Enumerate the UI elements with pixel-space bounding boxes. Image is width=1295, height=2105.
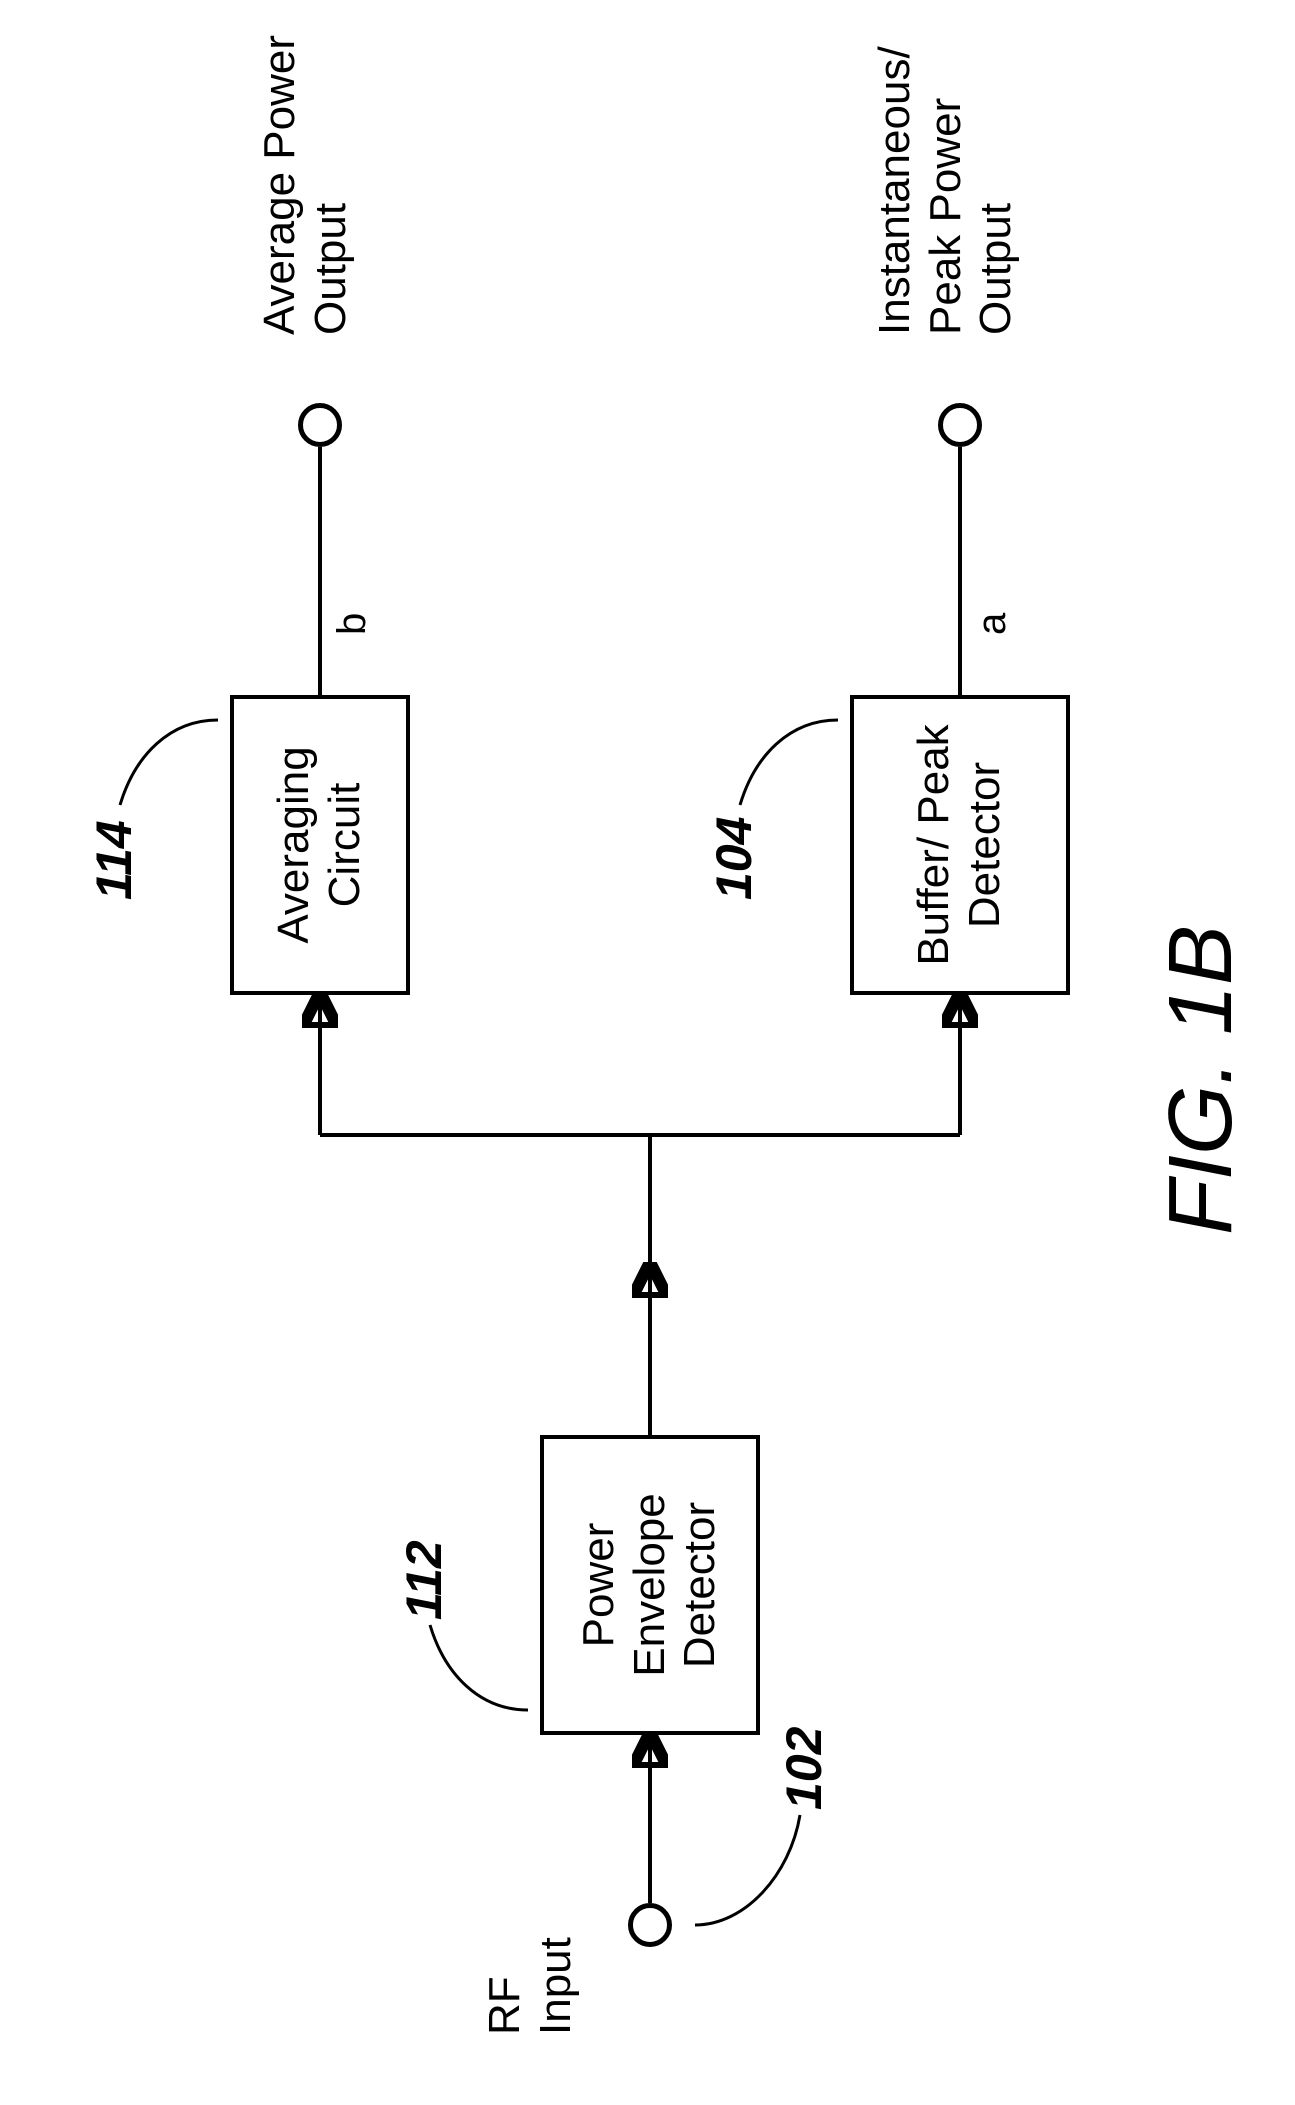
ref-114: 114 [85,820,143,900]
averaging-text: Averaging Circuit [269,709,370,981]
power-envelope-detector-block: Power Envelope Detector [540,1435,760,1735]
avg-output-port [298,403,342,447]
wire-tag-a: a [970,613,1015,635]
peak-output-port [938,403,982,447]
wiring [0,0,1295,2105]
ref-104: 104 [705,817,763,900]
ref-102: 102 [775,1727,833,1810]
ref-112: 112 [395,1540,453,1620]
wire-tag-b: b [330,613,375,635]
block-diagram: RF Input 102 Power Envelope Detector 112… [0,0,1295,2105]
peak-output-label: Instantaneous/ Peak Power Output [870,5,1022,335]
buffer-peak-detector-block: Buffer/ Peak Detector [850,695,1070,995]
figure-caption: FIG. 1B [1150,925,1253,1235]
buffer-text: Buffer/ Peak Detector [909,709,1010,981]
detector-text: Power Envelope Detector [574,1449,726,1721]
avg-output-label: Average Power Output [255,5,356,335]
rf-input-port [628,1903,672,1947]
rf-input-label: RF Input [480,1835,581,2035]
averaging-circuit-block: Averaging Circuit [230,695,410,995]
